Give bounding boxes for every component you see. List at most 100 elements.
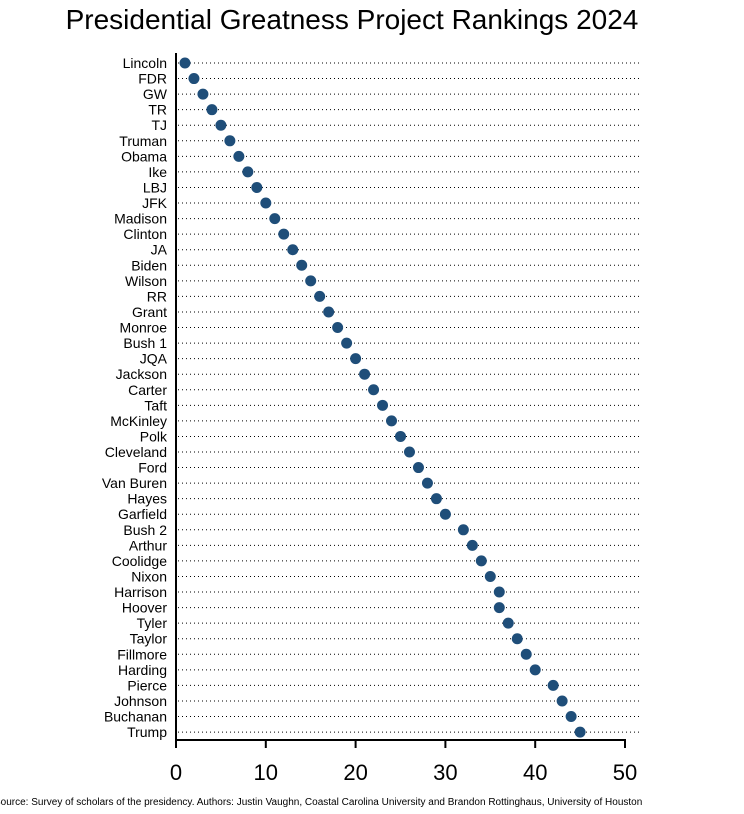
data-points [179,57,586,738]
category-label: Polk [140,428,168,444]
data-point [260,197,272,209]
axes [175,53,626,748]
category-labels: LincolnFDRGWTRTJTrumanObamaIkeLBJJFKMadi… [102,55,168,740]
data-point [395,430,406,442]
data-point [457,524,469,536]
category-label: Hoover [122,600,167,616]
data-point [359,368,371,380]
category-label: Clinton [123,226,167,242]
data-point [520,648,532,660]
category-label: Tyler [137,615,168,631]
category-label: JQA [140,351,168,367]
category-label: Truman [119,133,167,149]
category-label: Madison [114,211,167,227]
category-label: Pierce [127,677,167,693]
category-label: Ike [148,164,167,180]
source-note: Source: Survey of scholars of the presid… [0,797,643,808]
category-label: FDR [138,71,167,87]
data-point [574,726,586,738]
data-point [296,259,308,271]
category-label: Fillmore [117,646,167,662]
data-point [188,73,200,85]
category-label: Ford [138,460,167,476]
x-tick-label: 50 [613,760,637,785]
data-point [179,57,191,69]
data-point [493,602,505,614]
data-point [547,679,559,691]
category-label: Harrison [114,584,167,600]
data-point [529,664,541,676]
category-label: Garfield [118,506,167,522]
data-point [251,181,263,193]
category-label: Van Buren [102,475,167,491]
category-label: RR [147,288,167,304]
category-label: McKinley [110,413,167,429]
category-label: Nixon [131,568,167,584]
category-label: Trump [127,724,167,740]
data-point [233,150,245,162]
data-point [323,306,335,318]
data-point [350,353,362,365]
x-tick-label: 40 [523,760,547,785]
category-label: Johnson [114,693,167,709]
data-point [412,462,424,474]
category-label: Taft [144,397,167,413]
category-label: Lincoln [123,55,167,71]
data-point [314,290,326,302]
category-label: Biden [131,257,167,273]
category-label: Harding [118,662,167,678]
data-point [206,104,218,116]
category-label: Carter [128,382,167,398]
data-point [278,228,290,240]
x-tick-labels: 0 10 20 30 40 50 [170,760,637,785]
category-label: Jackson [116,366,167,382]
data-point [269,213,281,225]
x-tick-label: 30 [433,760,457,785]
category-label: TR [148,102,167,118]
category-label: LBJ [143,179,167,195]
category-label: JA [151,242,168,258]
data-point [439,508,451,520]
category-label: Buchanan [104,709,167,725]
data-point [197,88,209,100]
data-point [421,477,433,489]
category-label: Obama [121,148,167,164]
data-point [332,322,344,334]
category-label: Monroe [120,320,168,336]
chart-title: Presidential Greatness Project Rankings … [65,4,639,35]
data-point [484,570,496,582]
data-point [493,586,505,598]
data-point [368,384,380,396]
data-point [305,275,317,287]
data-point [565,711,577,723]
data-point [287,244,299,256]
category-label: GW [143,86,168,102]
data-point [403,446,415,458]
category-label: Taylor [130,631,168,647]
category-label: Bush 2 [123,522,167,538]
x-tick-label: 0 [170,760,182,785]
data-point [502,617,514,629]
data-point [475,555,487,567]
category-label: Arthur [129,537,167,553]
x-tick-label: 20 [343,760,367,785]
data-point [341,337,353,349]
data-point [224,135,236,147]
category-label: Bush 1 [123,335,167,351]
data-point [377,399,389,411]
category-label: Coolidge [112,553,167,569]
data-point [242,166,254,178]
x-tick-label: 10 [254,760,278,785]
data-point [466,539,478,551]
category-label: JFK [142,195,168,211]
category-label: TJ [151,117,167,133]
data-point [556,695,568,707]
data-point [215,119,227,131]
category-label: Hayes [127,491,167,507]
category-label: Cleveland [105,444,167,460]
data-point [386,415,398,427]
grid-lines [178,62,640,733]
data-point [511,633,523,645]
data-point [430,493,442,505]
